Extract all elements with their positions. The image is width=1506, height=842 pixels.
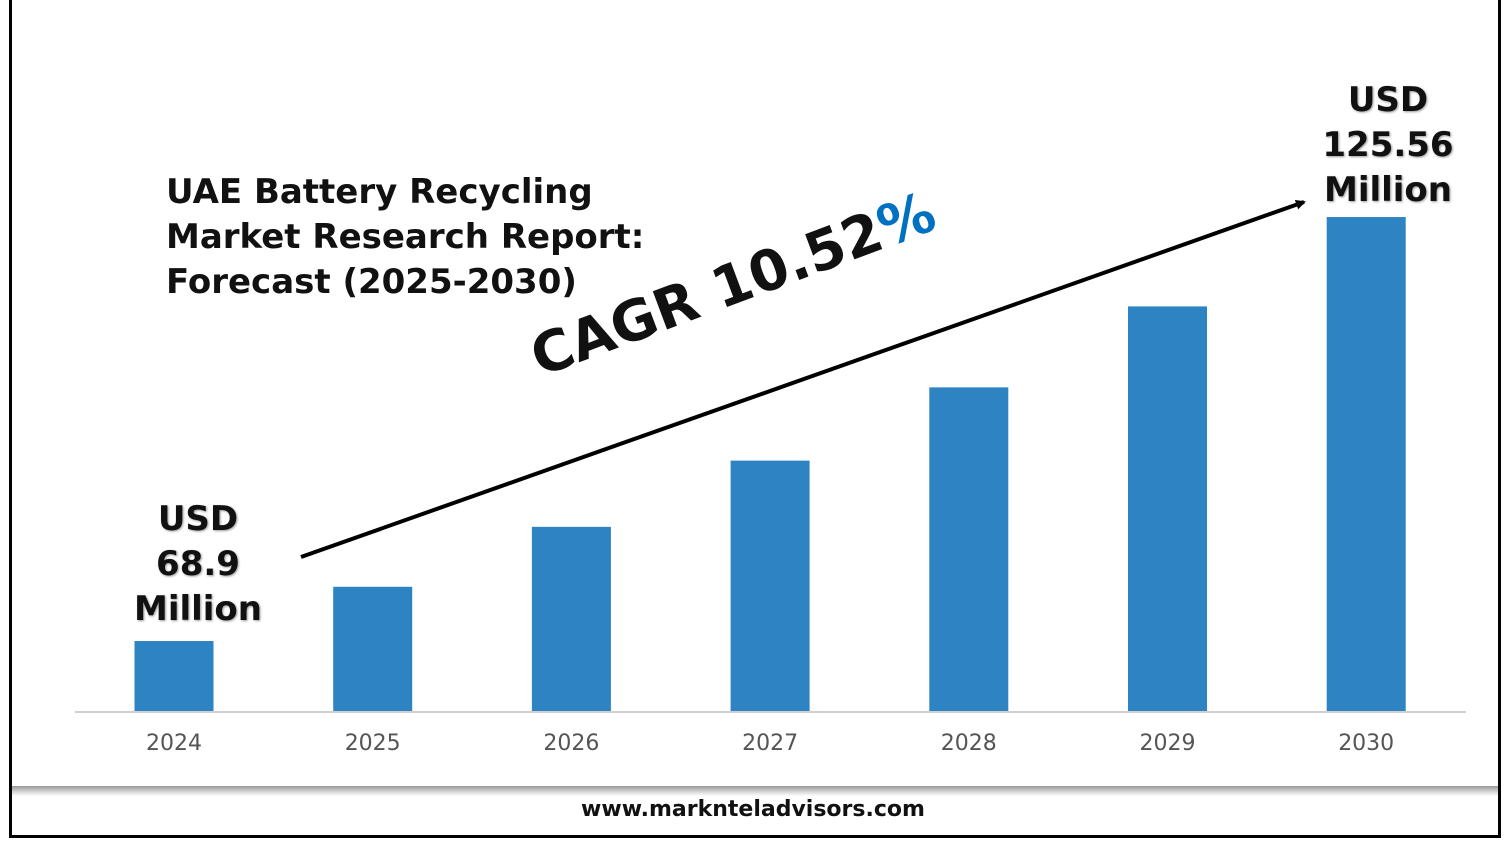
- x-tick-label-2027: 2027: [742, 731, 798, 756]
- x-tick-label-2024: 2024: [146, 731, 202, 756]
- x-tick-label-2028: 2028: [941, 731, 997, 756]
- x-tick-label-2030: 2030: [1338, 731, 1394, 756]
- title-line-2: Market Research Report:: [166, 217, 645, 257]
- start-label-unit: Million: [133, 589, 262, 629]
- end-label-unit: Million: [1323, 170, 1452, 210]
- title-line-3: Forecast (2025-2030): [166, 262, 577, 302]
- start-label-currency: USD: [157, 499, 239, 539]
- end-label-value: 125.56: [1322, 125, 1454, 165]
- footer-website[interactable]: www.marknteladvisors.com: [581, 797, 925, 822]
- bar-2028: [929, 387, 1009, 711]
- bar-2029: [1128, 306, 1207, 711]
- end-label-currency: USD: [1347, 80, 1429, 120]
- bar-2026: [531, 526, 611, 711]
- end-value-label: USD 125.56 Million: [1288, 78, 1488, 213]
- start-value-label: USD 68.9 Million: [98, 497, 298, 632]
- growth-arrow: [300, 199, 1306, 559]
- footer-divider: [12, 786, 1498, 796]
- bar-2024: [134, 641, 214, 711]
- bar-2030: [1326, 217, 1406, 711]
- chart-frame: [9, 0, 1501, 838]
- x-tick-label-2026: 2026: [543, 731, 599, 756]
- chart-title: UAE Battery Recycling Market Research Re…: [166, 170, 644, 305]
- x-tick-label-2025: 2025: [345, 731, 401, 756]
- bar-2027: [730, 460, 810, 711]
- x-tick-label-2029: 2029: [1140, 731, 1196, 756]
- bar-2025: [333, 586, 413, 711]
- title-line-1: UAE Battery Recycling: [166, 172, 593, 212]
- start-label-value: 68.9: [156, 544, 240, 584]
